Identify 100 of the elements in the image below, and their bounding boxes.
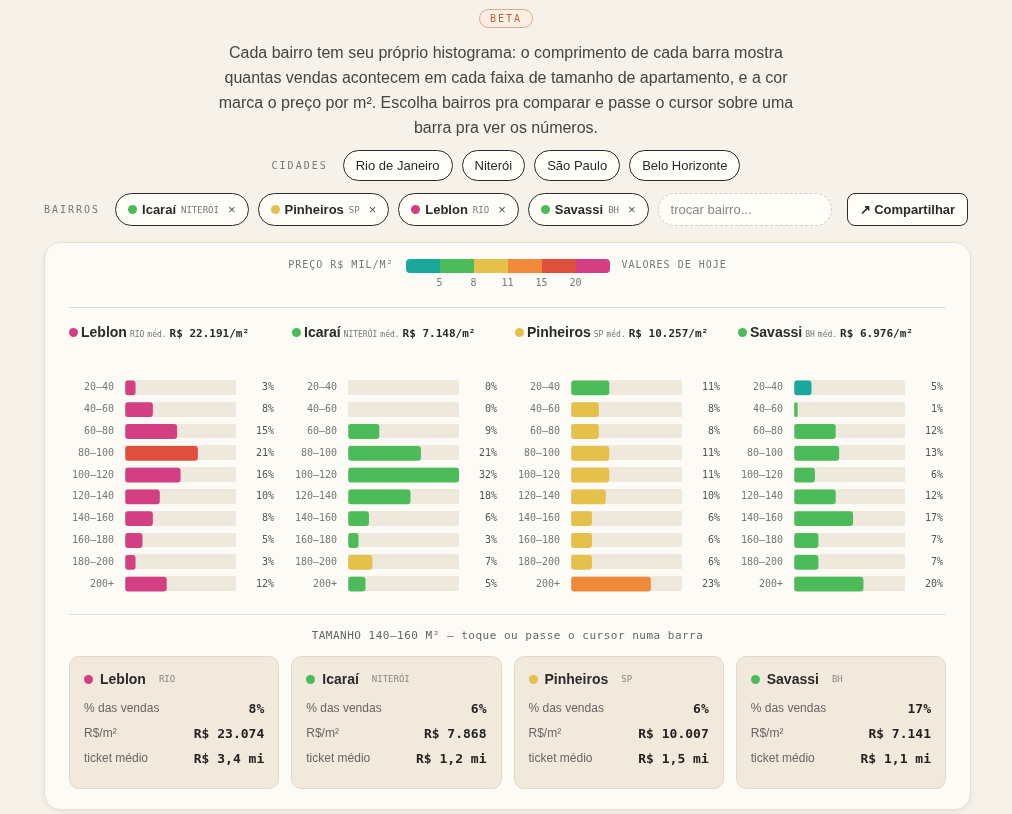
y-tick-label: 180–200 xyxy=(740,555,784,567)
data-label: 6% xyxy=(707,534,720,546)
text: × xyxy=(498,202,506,217)
y-tick-label: 60–80 xyxy=(307,425,338,437)
data-label: 8% xyxy=(261,512,274,524)
data-label: 11% xyxy=(701,446,720,458)
data-label: 0% xyxy=(484,381,497,393)
bar xyxy=(794,511,854,527)
text: méd. xyxy=(817,330,838,339)
text: % das vendas xyxy=(306,701,382,716)
chart-subtitle: BH xyxy=(805,330,815,339)
y-tick-label: 40–60 xyxy=(753,403,784,415)
text: 6% xyxy=(693,701,709,716)
y-tick-label: 160–180 xyxy=(740,534,784,546)
data-label: 8% xyxy=(707,425,720,437)
text: Leblon xyxy=(425,202,468,217)
text: Cada bairro tem seu próprio histograma: o comprimento de cada barra mostra quantas vendas acontecem em cada faixa de tamanho de apartamento, e a cor marca o preço por m². Escolha bairros pra comparar e passe o cursor sobre uma barra pra ver os números. xyxy=(217,43,795,138)
text: R$ 7.868 xyxy=(423,726,487,741)
data-label: 7% xyxy=(930,555,943,567)
bar xyxy=(125,467,181,483)
y-tick-label: 120–140 xyxy=(294,490,338,502)
text: 8% xyxy=(248,701,265,716)
bar xyxy=(794,489,836,505)
y-tick-label: 80–100 xyxy=(747,446,784,458)
text: R$ 1,5 mi xyxy=(638,751,709,766)
bar xyxy=(348,445,421,461)
text: méd. xyxy=(147,330,167,339)
text: CIDADES xyxy=(271,160,328,171)
y-tick-label: 100–120 xyxy=(517,468,561,480)
bar xyxy=(571,424,599,439)
text: ticket médio xyxy=(528,751,593,766)
y-tick-label: 120–140 xyxy=(517,490,561,502)
y-tick-label: 180–200 xyxy=(71,555,115,567)
bar xyxy=(794,380,812,396)
data-label: 12% xyxy=(255,577,274,589)
text: R$ 10.257/m² xyxy=(628,327,709,340)
y-tick-label: 160–180 xyxy=(517,534,561,546)
y-tick-label: 80–100 xyxy=(78,446,115,458)
bar xyxy=(571,402,599,418)
text: 20 xyxy=(569,277,582,288)
data-label: 10% xyxy=(255,490,274,502)
text: 11 xyxy=(501,277,514,288)
bar xyxy=(348,489,411,505)
y-tick-label: 20–40 xyxy=(307,381,338,393)
text: 8 xyxy=(470,277,477,288)
bar xyxy=(571,489,606,505)
data-label: 21% xyxy=(478,446,497,458)
text: R$ 3,4 mi xyxy=(193,751,265,766)
y-tick-label: 140–160 xyxy=(294,512,338,524)
text: 5 xyxy=(436,277,443,288)
bar xyxy=(571,445,610,461)
text: BH xyxy=(608,204,619,215)
y-tick-label: 100–120 xyxy=(71,468,115,480)
data-label: 5% xyxy=(930,381,943,393)
bar xyxy=(794,467,815,483)
text: ticket médio xyxy=(750,751,815,766)
text: Compartilhar xyxy=(873,202,956,217)
text: × xyxy=(368,202,377,217)
data-label: 6% xyxy=(930,468,943,480)
y-tick-label: 20–40 xyxy=(530,381,561,393)
chart-subtitle: RIO xyxy=(129,330,145,339)
text: SP xyxy=(348,204,360,215)
y-tick-label: 20–40 xyxy=(84,381,115,393)
text: 17% xyxy=(907,701,931,716)
bar xyxy=(125,576,167,592)
text: ticket médio xyxy=(306,751,371,766)
bar xyxy=(571,533,592,548)
bar xyxy=(794,576,864,592)
text: Pinheiros xyxy=(284,202,344,217)
bar xyxy=(571,380,610,396)
text: % das vendas xyxy=(84,701,160,716)
data-label: 8% xyxy=(261,403,274,415)
bar xyxy=(125,424,178,439)
data-label: 11% xyxy=(701,381,720,393)
text: R$ 6.976/m² xyxy=(840,327,913,340)
data-label: 16% xyxy=(255,468,274,480)
data-label: 10% xyxy=(701,490,720,502)
bar xyxy=(794,533,819,548)
text: R$/m² xyxy=(750,726,784,741)
text: R$ 23.074 xyxy=(193,726,265,741)
data-label: 21% xyxy=(255,446,274,458)
data-label: 8% xyxy=(707,403,720,415)
y-tick-label: 200+ xyxy=(759,577,784,589)
bar xyxy=(348,511,369,527)
text: São Paulo xyxy=(534,150,621,181)
bar xyxy=(125,533,143,548)
text: Leblon xyxy=(100,671,146,687)
y-tick-label: 60–80 xyxy=(530,425,561,437)
text: SP xyxy=(621,674,633,684)
chart-title: Icaraí xyxy=(304,324,341,340)
y-tick-label: 60–80 xyxy=(84,425,115,437)
text: trocar bairro... xyxy=(657,193,832,226)
bar xyxy=(348,424,380,439)
text: × xyxy=(227,202,236,217)
y-tick-label: 180–200 xyxy=(517,555,561,567)
y-tick-label: 100–120 xyxy=(294,468,338,480)
chart-subtitle: NITERÓI xyxy=(343,330,378,339)
data-label: 6% xyxy=(707,512,720,524)
y-tick-label: 160–180 xyxy=(71,534,115,546)
data-label: 23% xyxy=(701,577,720,589)
